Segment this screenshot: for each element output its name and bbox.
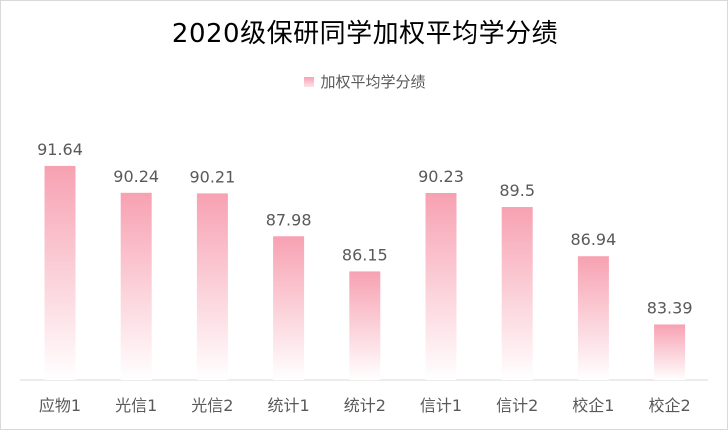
category-label: 校企1 (572, 396, 614, 415)
legend: 加权平均学分绩 (1, 71, 728, 92)
data-label: 90.23 (418, 167, 464, 186)
bar (120, 192, 152, 380)
legend-swatch (304, 76, 315, 87)
data-label: 89.5 (499, 181, 535, 200)
data-label: 90.24 (113, 167, 159, 186)
bar (196, 193, 228, 380)
data-label: 90.21 (189, 167, 235, 186)
category-label: 统计1 (268, 396, 310, 415)
data-label: 87.98 (266, 210, 312, 229)
data-label: 83.39 (647, 298, 693, 317)
category-label: 校企2 (649, 396, 691, 415)
bar (273, 236, 305, 380)
data-label: 91.64 (37, 140, 83, 159)
bar (501, 207, 533, 380)
bar (654, 324, 686, 380)
bar (425, 193, 457, 380)
category-label: 应物1 (39, 396, 81, 415)
category-label: 统计2 (344, 396, 386, 415)
data-label: 86.94 (570, 230, 616, 249)
category-label: 光信2 (191, 396, 233, 415)
category-label: 信计2 (496, 396, 538, 415)
bar (577, 256, 609, 380)
category-label: 光信1 (115, 396, 157, 415)
legend-label: 加权平均学分绩 (320, 73, 426, 91)
bar (349, 271, 381, 380)
chart-title: 2020级保研同学加权平均学分绩 (171, 19, 559, 49)
bar (44, 165, 76, 380)
data-label: 86.15 (342, 245, 388, 264)
category-label: 信计1 (420, 396, 462, 415)
